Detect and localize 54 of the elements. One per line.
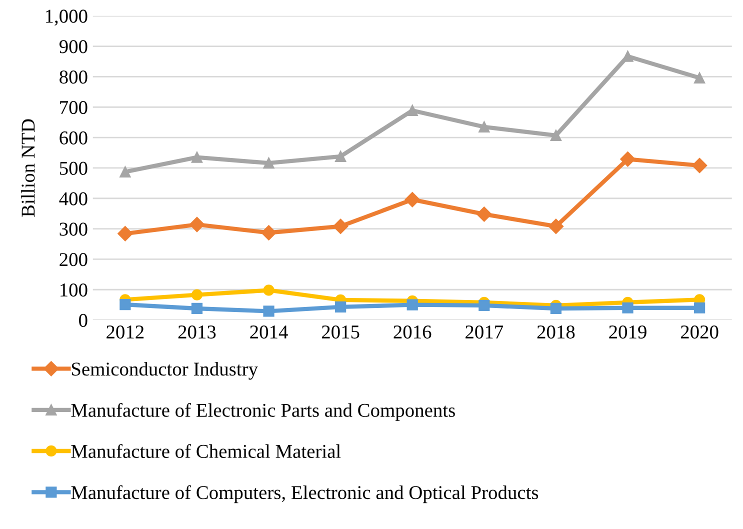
point (263, 284, 274, 296)
point (692, 158, 708, 174)
x-tick-label: 2018 (537, 325, 575, 339)
point (478, 300, 490, 311)
legend-label: Manufacture of Computers, Electronic and Optical Products (71, 485, 538, 504)
x-tick-label: 2015 (322, 325, 360, 339)
y-tick-label: 1,000 (46, 10, 88, 26)
x-tick-label: 2012 (106, 325, 144, 339)
point (550, 302, 562, 314)
point (261, 225, 276, 240)
y-tick-label: 900 (59, 40, 88, 54)
legend-label: Semiconductor Industry (72, 362, 258, 380)
y-tick-label: 500 (60, 162, 88, 175)
point (189, 216, 205, 232)
point (335, 301, 346, 313)
point (333, 218, 348, 234)
point (406, 104, 418, 116)
point (622, 302, 634, 314)
point (191, 152, 203, 163)
x-tick-label: 2020 (680, 325, 718, 339)
y-tick-label: 300 (60, 222, 88, 236)
point (118, 226, 133, 242)
point (476, 206, 492, 222)
point (694, 72, 706, 84)
point (620, 152, 636, 167)
point (263, 158, 274, 169)
legend-label: Manufacture of Electronic Parts and Components (71, 403, 455, 421)
y-tick-label: 400 (59, 192, 88, 206)
x-tick-label: 2013 (178, 325, 216, 339)
point (478, 121, 490, 132)
point (694, 302, 706, 314)
point (191, 289, 203, 300)
point (406, 299, 418, 310)
point (622, 50, 634, 62)
x-tick-label: 2017 (466, 325, 504, 339)
x-tick-label: 2016 (394, 325, 432, 339)
x-tick-label: 2019 (609, 325, 646, 339)
x-tick-label: 2014 (250, 325, 288, 339)
y-tick-label: 0 (79, 314, 88, 327)
point (191, 302, 203, 314)
point (550, 130, 562, 141)
y-tick-label: 600 (60, 131, 88, 144)
y-axis-title: Billion NTD (21, 119, 35, 217)
y-tick-label: 100 (60, 283, 88, 297)
y-tick-label: 200 (60, 253, 88, 266)
y-tick-label: 800 (60, 70, 88, 84)
y-tick-label: 700 (60, 100, 88, 114)
point (120, 166, 131, 178)
point (404, 192, 420, 208)
legend-label: Manufacture of Chemical Material (71, 444, 341, 458)
point (335, 150, 346, 162)
point (120, 298, 131, 310)
point (263, 306, 274, 317)
point (548, 218, 564, 234)
